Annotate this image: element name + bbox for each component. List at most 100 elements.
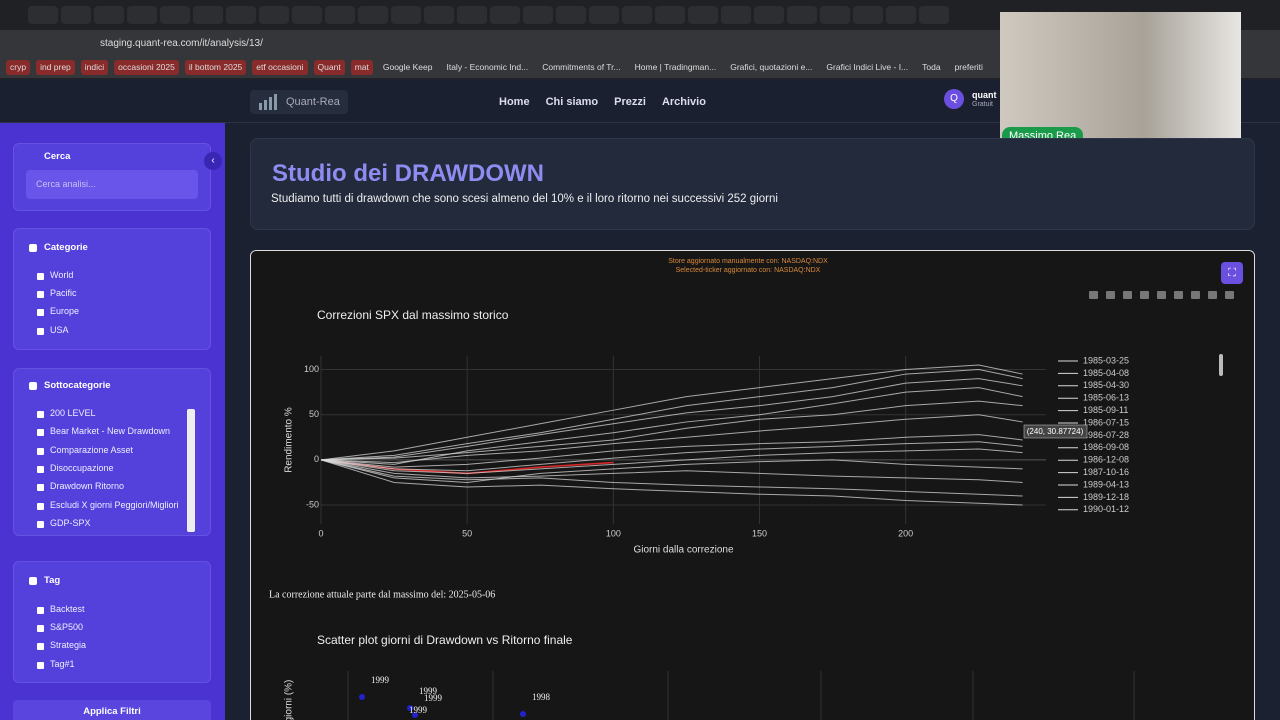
brand-logo bbox=[259, 94, 277, 110]
tab[interactable] bbox=[919, 6, 949, 24]
checkbox[interactable] bbox=[37, 520, 44, 528]
tab[interactable] bbox=[193, 6, 223, 24]
bookmark[interactable]: etf occasioni bbox=[252, 60, 308, 75]
tab[interactable] bbox=[259, 6, 289, 24]
checkbox[interactable] bbox=[37, 643, 44, 651]
bookmark[interactable]: occasioni 2025 bbox=[114, 60, 179, 75]
checkbox[interactable] bbox=[37, 273, 44, 280]
tab[interactable] bbox=[688, 6, 718, 24]
notice: Store aggiornato manualmente con: NASDAQ… bbox=[668, 258, 828, 265]
point-label: 1998 bbox=[532, 692, 551, 702]
page-title: Studio dei DRAWDOWN bbox=[272, 160, 544, 187]
bookmark[interactable]: Commitments of Tr... bbox=[542, 62, 621, 72]
legend-label: 1986-12-08 bbox=[1083, 455, 1129, 465]
toolbar-icon bbox=[1140, 291, 1149, 299]
bookmark[interactable]: Toda bbox=[922, 62, 941, 72]
tab[interactable] bbox=[94, 6, 124, 24]
checkbox[interactable] bbox=[37, 291, 44, 299]
bookmark[interactable]: indici bbox=[80, 60, 109, 75]
filter-item: USA bbox=[50, 324, 69, 335]
tab[interactable] bbox=[556, 6, 586, 24]
checkbox[interactable] bbox=[37, 411, 44, 418]
tab[interactable] bbox=[160, 6, 190, 24]
bookmark[interactable]: Italy - Economic Ind... bbox=[446, 62, 529, 72]
collapse-button[interactable]: ‹ bbox=[204, 152, 222, 170]
bookmark[interactable]: ind prep bbox=[36, 60, 75, 75]
checkbox[interactable] bbox=[37, 429, 44, 437]
checkbox[interactable] bbox=[37, 625, 44, 633]
bookmark[interactable]: mat bbox=[350, 60, 373, 75]
tab[interactable] bbox=[820, 6, 850, 24]
nav-link[interactable]: Home bbox=[499, 96, 530, 108]
tab[interactable] bbox=[292, 6, 322, 24]
filter-item: Pacific bbox=[50, 288, 77, 299]
tab[interactable] bbox=[787, 6, 817, 24]
scatter-point bbox=[412, 712, 418, 718]
tab[interactable] bbox=[391, 6, 421, 24]
tab[interactable] bbox=[754, 6, 784, 24]
brand[interactable]: Quant-Rea bbox=[250, 90, 348, 114]
tab[interactable] bbox=[589, 6, 619, 24]
bookmark[interactable]: Quant bbox=[313, 60, 345, 75]
x-tick-label: 200 bbox=[898, 528, 913, 538]
checkbox[interactable] bbox=[37, 465, 44, 473]
tab[interactable] bbox=[655, 6, 685, 24]
tab[interactable] bbox=[127, 6, 157, 24]
brand-name: Quant-Rea bbox=[286, 96, 340, 108]
url[interactable]: staging.quant-rea.com/it/analysis/13/ bbox=[100, 38, 263, 49]
checkbox[interactable] bbox=[37, 502, 44, 510]
title-card bbox=[250, 138, 1255, 230]
checkbox[interactable] bbox=[37, 309, 44, 317]
data-line bbox=[320, 459, 1023, 497]
nav-link[interactable]: Archivio bbox=[661, 96, 706, 108]
tab[interactable] bbox=[490, 6, 520, 24]
apply-button[interactable]: Applica Filtri bbox=[13, 700, 211, 720]
search-input[interactable]: Cerca analisi... bbox=[26, 170, 198, 199]
point-label: 1999 bbox=[409, 705, 428, 715]
toolbar-icon bbox=[1089, 291, 1098, 299]
nav-link[interactable]: Prezzi bbox=[614, 96, 646, 108]
tab[interactable] bbox=[424, 6, 454, 24]
data-line bbox=[320, 441, 1023, 472]
checkbox[interactable] bbox=[37, 607, 44, 614]
fullscreen-button[interactable]: ⛶ bbox=[1221, 262, 1243, 284]
tab[interactable] bbox=[28, 6, 58, 24]
bookmark[interactable]: Google Keep bbox=[382, 62, 433, 72]
checkbox[interactable] bbox=[37, 484, 44, 492]
filter-item: Comparazione Asset bbox=[50, 444, 134, 455]
tab[interactable] bbox=[226, 6, 256, 24]
tab[interactable] bbox=[457, 6, 487, 24]
nav-link[interactable]: Chi siamo bbox=[545, 96, 599, 108]
checkbox[interactable] bbox=[37, 327, 44, 335]
data-line bbox=[320, 378, 1023, 461]
tab[interactable] bbox=[853, 6, 883, 24]
webcam-overlay bbox=[1000, 12, 1241, 149]
bookmark[interactable]: Grafici, quotazioni e... bbox=[730, 62, 813, 72]
checkbox[interactable] bbox=[37, 661, 44, 669]
checkbox[interactable] bbox=[37, 447, 44, 455]
legend-label: 1989-12-18 bbox=[1083, 492, 1129, 502]
bookmark[interactable]: il bottom 2025 bbox=[184, 60, 247, 75]
tab[interactable] bbox=[886, 6, 916, 24]
filter-item: Backtest bbox=[50, 604, 85, 614]
tab[interactable] bbox=[721, 6, 751, 24]
bookmark[interactable]: Home | Tradingman... bbox=[634, 62, 717, 72]
chart-panel: Store aggiornato manualmente con: NASDAQ… bbox=[250, 250, 1255, 720]
subcategories-card bbox=[13, 368, 211, 536]
tab[interactable] bbox=[358, 6, 388, 24]
tab[interactable] bbox=[61, 6, 91, 24]
tab[interactable] bbox=[523, 6, 553, 24]
scatter-point bbox=[407, 705, 413, 711]
tab[interactable] bbox=[622, 6, 652, 24]
bookmark[interactable]: cryp bbox=[6, 60, 31, 75]
bookmark[interactable]: preferiti bbox=[954, 62, 983, 72]
legend-label: 1985-04-30 bbox=[1083, 380, 1129, 390]
scrollbar bbox=[187, 409, 195, 532]
legend-label: 1989-04-13 bbox=[1083, 479, 1129, 489]
toolbar-icon bbox=[1174, 291, 1183, 299]
section-title: Tag bbox=[44, 575, 61, 586]
toolbar-icon bbox=[1208, 291, 1217, 299]
tab[interactable] bbox=[325, 6, 355, 24]
bookmark[interactable]: Grafici Indici Live - I... bbox=[826, 62, 909, 72]
